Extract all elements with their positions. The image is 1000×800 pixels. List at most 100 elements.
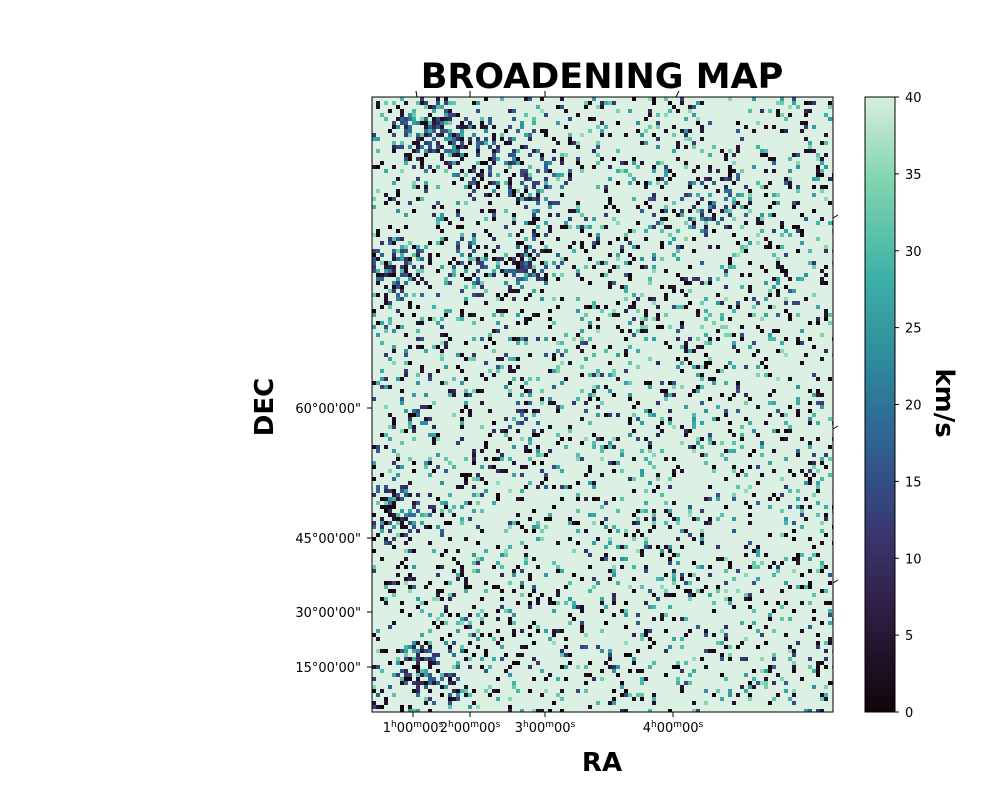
heatmap-cell bbox=[608, 541, 612, 545]
heatmap-cell bbox=[624, 613, 628, 617]
heatmap-cell bbox=[540, 269, 544, 273]
heatmap-cell bbox=[736, 145, 740, 149]
heatmap-cell bbox=[580, 133, 584, 137]
heatmap-cell bbox=[592, 265, 596, 269]
heatmap-cell bbox=[684, 221, 688, 225]
heatmap-cell bbox=[552, 633, 556, 637]
heatmap-cell bbox=[520, 125, 524, 129]
heatmap-cell bbox=[560, 153, 564, 157]
heatmap-cell bbox=[784, 229, 788, 233]
heatmap-cell bbox=[716, 277, 720, 281]
heatmap-cell bbox=[676, 357, 680, 361]
heatmap-cell bbox=[408, 241, 412, 245]
heatmap-cell bbox=[480, 509, 484, 513]
heatmap-cell bbox=[556, 409, 560, 413]
heatmap-cell bbox=[688, 137, 692, 141]
heatmap-cell bbox=[820, 189, 824, 193]
heatmap-cell bbox=[408, 117, 412, 121]
heatmap-cell bbox=[532, 257, 536, 261]
heatmap-cell bbox=[572, 521, 576, 525]
heatmap-cell bbox=[804, 517, 808, 521]
heatmap-cell bbox=[488, 333, 492, 337]
heatmap-cell bbox=[652, 213, 656, 217]
heatmap-cell bbox=[728, 177, 732, 181]
heatmap-cell bbox=[692, 169, 696, 173]
heatmap-cell bbox=[824, 309, 828, 313]
heatmap-cell bbox=[384, 385, 388, 389]
heatmap-cell bbox=[508, 161, 512, 165]
heatmap-cell bbox=[532, 557, 536, 561]
heatmap-cell bbox=[492, 273, 496, 277]
heatmap-cell bbox=[492, 153, 496, 157]
heatmap-cell bbox=[548, 169, 552, 173]
heatmap-cell bbox=[792, 653, 796, 657]
heatmap-cell bbox=[688, 681, 692, 685]
heatmap-cell bbox=[540, 429, 544, 433]
heatmap-cell bbox=[492, 257, 496, 261]
heatmap-cell bbox=[680, 645, 684, 649]
heatmap-cell bbox=[596, 701, 600, 705]
heatmap-cell bbox=[588, 661, 592, 665]
heatmap-cell bbox=[452, 101, 456, 105]
heatmap-cell bbox=[628, 693, 632, 697]
heatmap-cell bbox=[656, 313, 660, 317]
heatmap-cell bbox=[748, 421, 752, 425]
heatmap-cell bbox=[408, 589, 412, 593]
heatmap-cell bbox=[632, 305, 636, 309]
heatmap-cell bbox=[512, 269, 516, 273]
heatmap-cell bbox=[724, 581, 728, 585]
heatmap-cell bbox=[472, 257, 476, 261]
heatmap-cell bbox=[592, 577, 596, 581]
heatmap-cell bbox=[536, 233, 540, 237]
heatmap-cell bbox=[584, 105, 588, 109]
heatmap-cell bbox=[736, 589, 740, 593]
heatmap-cell bbox=[448, 109, 452, 113]
heatmap-cell bbox=[604, 349, 608, 353]
heatmap-cell bbox=[676, 249, 680, 253]
heatmap-cell bbox=[612, 689, 616, 693]
heatmap-cell bbox=[752, 581, 756, 585]
heatmap-cell bbox=[432, 425, 436, 429]
heatmap-cell bbox=[564, 445, 568, 449]
heatmap-cell bbox=[400, 121, 404, 125]
heatmap-cell bbox=[424, 245, 428, 249]
heatmap-cell bbox=[752, 677, 756, 681]
heatmap-cell bbox=[452, 137, 456, 141]
heatmap-cell bbox=[460, 313, 464, 317]
heatmap-cell bbox=[720, 265, 724, 269]
heatmap-cell bbox=[568, 621, 572, 625]
heatmap-cell bbox=[828, 105, 832, 109]
heatmap-cell bbox=[616, 301, 620, 305]
heatmap-cell bbox=[628, 345, 632, 349]
heatmap-cell bbox=[720, 369, 724, 373]
heatmap-cell bbox=[464, 285, 468, 289]
heatmap-cell bbox=[448, 461, 452, 465]
heatmap-cell bbox=[476, 281, 480, 285]
heatmap-cell bbox=[436, 101, 440, 105]
heatmap-cell bbox=[392, 589, 396, 593]
heatmap-cell bbox=[520, 709, 524, 712]
heatmap-cell bbox=[772, 429, 776, 433]
heatmap-cell bbox=[496, 617, 500, 621]
heatmap-cell bbox=[796, 585, 800, 589]
heatmap-cell bbox=[824, 533, 828, 537]
y-axis: 60°00'00" 45°00'00" 30°00'00" 15°00'00" … bbox=[250, 378, 372, 676]
heatmap-cell bbox=[680, 369, 684, 373]
heatmap-cell bbox=[560, 257, 564, 261]
heatmap-cell bbox=[812, 461, 816, 465]
heatmap-cell bbox=[396, 473, 400, 477]
heatmap-cell bbox=[656, 361, 660, 365]
heatmap-cell bbox=[504, 433, 508, 437]
heatmap-cell bbox=[388, 261, 392, 265]
heatmap-cell bbox=[752, 685, 756, 689]
heatmap-cell bbox=[480, 141, 484, 145]
heatmap-cell bbox=[548, 161, 552, 165]
heatmap-cell bbox=[764, 625, 768, 629]
heatmap-cell bbox=[424, 117, 428, 121]
heatmap-cell bbox=[372, 249, 376, 253]
heatmap-cell bbox=[780, 97, 784, 101]
heatmap-cell bbox=[556, 265, 560, 269]
heatmap-cell bbox=[540, 97, 544, 101]
heatmap-cell bbox=[460, 573, 464, 577]
heatmap-cell bbox=[696, 589, 700, 593]
